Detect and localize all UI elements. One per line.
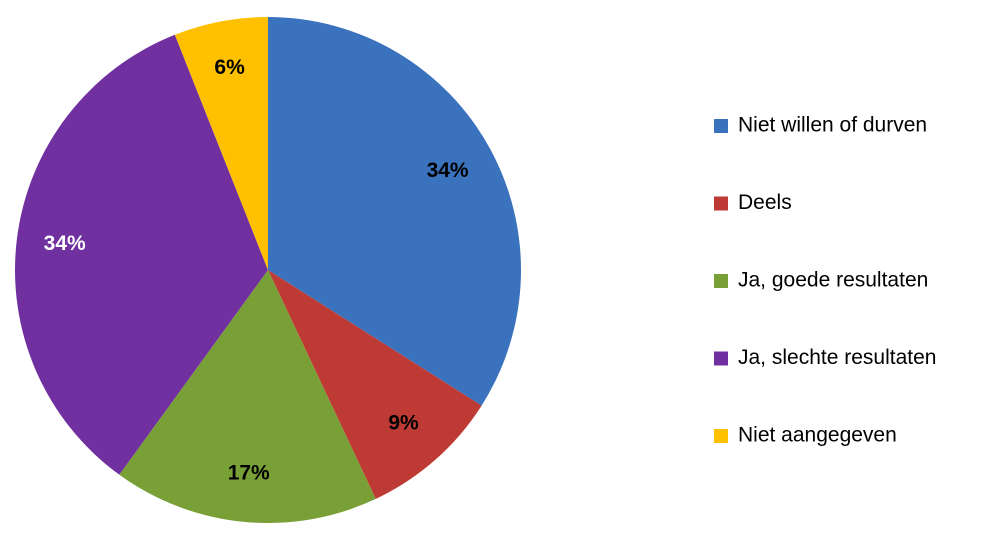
legend-swatch: [714, 119, 728, 133]
legend-swatch: [714, 351, 728, 366]
pie-slice: [268, 17, 522, 406]
data-label: 9%: [388, 411, 419, 434]
pie-slice: [174, 17, 268, 270]
pie-slice: [268, 270, 482, 499]
pie-slice: [14, 34, 268, 475]
data-label: 17%: [228, 462, 270, 485]
legend-swatch: [714, 196, 728, 211]
data-label: 34%: [427, 159, 469, 182]
legend-label: Niet aangegeven: [738, 424, 897, 447]
legend-label: Ja, goede resultaten: [738, 269, 928, 292]
legend-label: Niet willen of durven: [738, 114, 927, 137]
legend-swatch: [714, 274, 728, 288]
data-label: 34%: [44, 232, 86, 255]
data-label: 6%: [214, 56, 245, 79]
pie-slice: [119, 270, 376, 523]
legend-swatch: [714, 429, 728, 443]
legend-label: Deels: [738, 191, 792, 214]
legend-label: Ja, slechte resultaten: [738, 346, 936, 369]
